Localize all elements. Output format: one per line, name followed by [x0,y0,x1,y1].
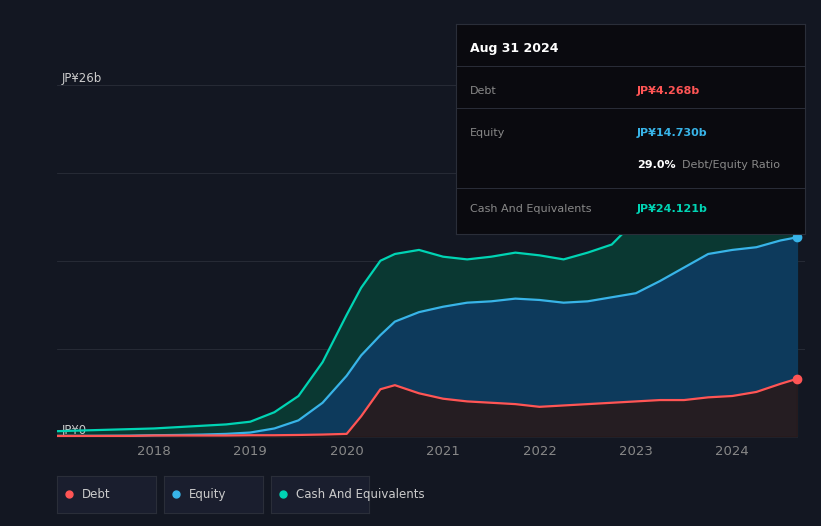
Text: Debt/Equity Ratio: Debt/Equity Ratio [682,159,781,170]
Text: JP¥26b: JP¥26b [62,72,102,85]
Text: Equity: Equity [189,488,227,501]
Text: JP¥4.268b: JP¥4.268b [637,86,700,96]
Text: Equity: Equity [470,128,505,138]
Text: JP¥14.730b: JP¥14.730b [637,128,708,138]
Text: JP¥0: JP¥0 [62,423,86,437]
Text: 29.0%: 29.0% [637,159,676,170]
Text: JP¥24.121b: JP¥24.121b [637,204,708,214]
Text: Cash And Equivalents: Cash And Equivalents [296,488,424,501]
Text: Cash And Equivalents: Cash And Equivalents [470,204,591,214]
Text: Debt: Debt [82,488,111,501]
Text: Debt: Debt [470,86,497,96]
Text: Aug 31 2024: Aug 31 2024 [470,43,558,55]
